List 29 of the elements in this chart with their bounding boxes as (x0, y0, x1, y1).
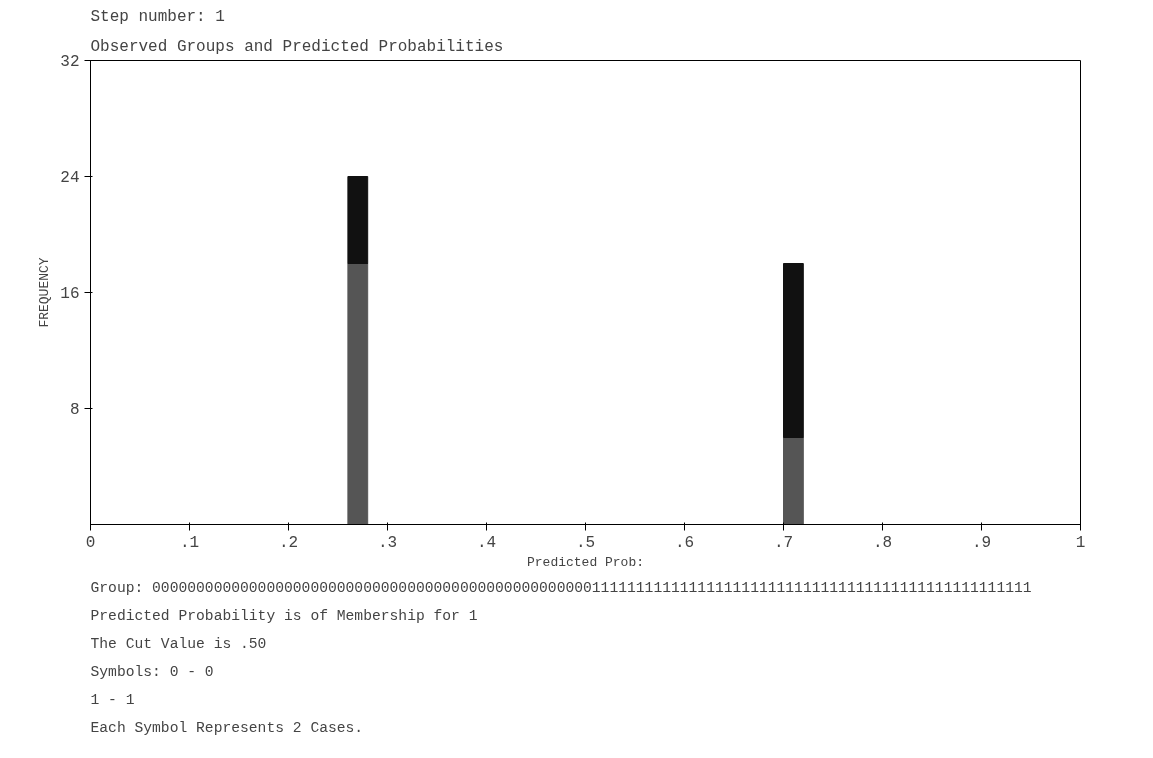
text: Group: 0000000000000000000000000000000000000000000000000011111111111111111111111111111111111111111111111111 (90, 579, 1032, 596)
bar (347, 176, 369, 264)
bar (783, 263, 804, 438)
y-tick-label: 16 (60, 285, 80, 303)
x-tick-label: .3 (377, 533, 398, 552)
chart-title: Step number: 1 (90, 7, 225, 26)
x-tick-label: .1 (179, 533, 200, 552)
text: Predicted Probability is of Membership for 1 (90, 607, 478, 624)
x-tick-label: .2 (278, 533, 299, 552)
x-axis-title: Predicted Prob: (526, 554, 645, 570)
x-tick-label: .6 (674, 533, 695, 552)
x-tick-label: .5 (575, 533, 596, 552)
x-tick-label: 1 (1075, 533, 1086, 552)
bar (783, 437, 804, 525)
x-tick-label: .8 (872, 533, 893, 552)
x-tick-label: .9 (971, 533, 992, 552)
bar (347, 263, 369, 525)
text: 1 - 1 (90, 691, 135, 708)
y-tick-label: 32 (60, 53, 80, 71)
text: Symbols: 0 - 0 (90, 663, 214, 680)
x-tick-label: .7 (773, 533, 794, 552)
x-tick-label: 0 (85, 533, 96, 552)
x-tick-label: .4 (476, 533, 497, 552)
chart-subtitle: Observed Groups and Predicted Probabilities (90, 37, 504, 56)
y-axis-title: FREQUENCY (37, 257, 53, 328)
y-tick-label: 24 (60, 169, 80, 187)
y-tick-label: 8 (69, 401, 80, 419)
text: Each Symbol Represents 2 Cases. (90, 719, 364, 736)
text: The Cut Value is .50 (90, 635, 267, 652)
